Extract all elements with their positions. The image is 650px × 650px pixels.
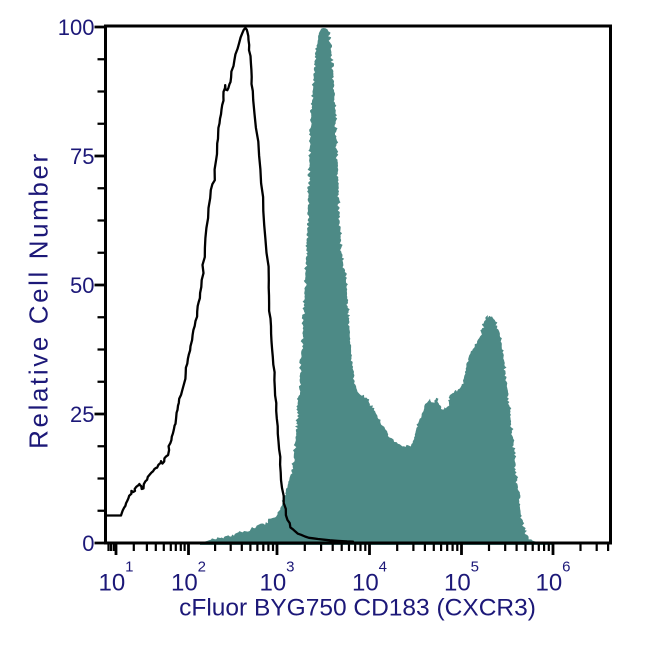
svg-text:50: 50 xyxy=(70,273,94,298)
svg-text:Relative Cell Number: Relative Cell Number xyxy=(24,151,54,449)
svg-text:100: 100 xyxy=(58,15,95,40)
svg-text:75: 75 xyxy=(70,144,94,169)
svg-text:cFluor BYG750 CD183 (CXCR3): cFluor BYG750 CD183 (CXCR3) xyxy=(179,595,536,622)
svg-text:25: 25 xyxy=(70,402,94,427)
svg-text:0: 0 xyxy=(82,531,94,556)
